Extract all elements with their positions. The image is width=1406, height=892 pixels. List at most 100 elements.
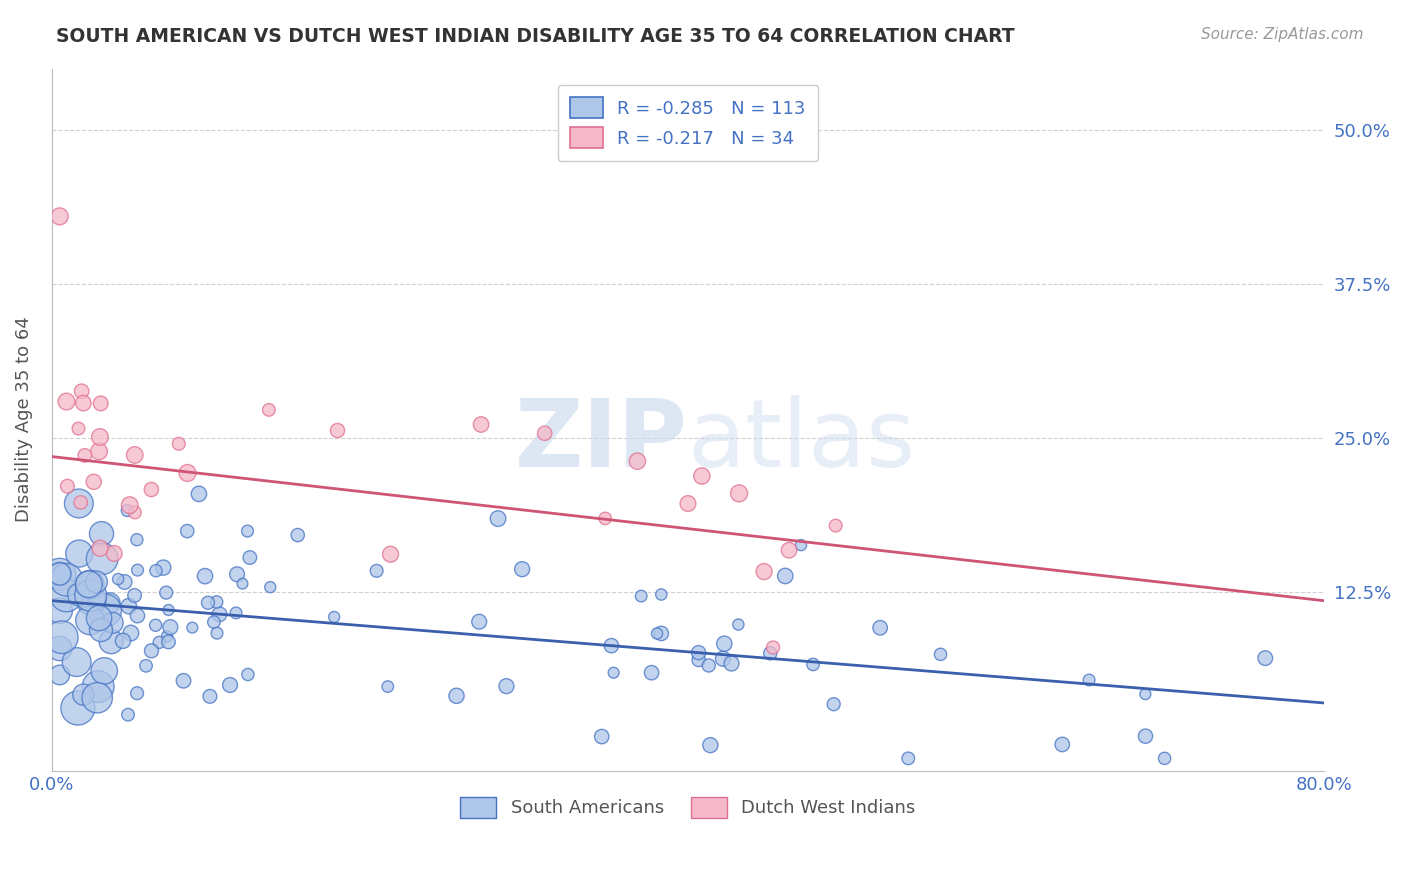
Point xyxy=(593,511,616,525)
Point xyxy=(72,396,94,410)
Point xyxy=(145,564,167,578)
Point xyxy=(727,617,749,632)
Point xyxy=(107,572,129,586)
Point xyxy=(446,689,468,703)
Point xyxy=(202,615,225,629)
Point xyxy=(778,543,800,558)
Point xyxy=(124,505,146,519)
Point xyxy=(87,611,110,625)
Point xyxy=(48,641,70,656)
Point xyxy=(645,626,668,640)
Point xyxy=(1135,687,1157,701)
Point xyxy=(824,518,846,533)
Point xyxy=(155,585,177,599)
Point xyxy=(79,588,101,602)
Point xyxy=(377,680,399,694)
Point xyxy=(801,657,824,672)
Y-axis label: Disability Age 35 to 64: Disability Age 35 to 64 xyxy=(15,317,32,523)
Point xyxy=(1135,729,1157,743)
Point xyxy=(600,639,623,653)
Point xyxy=(67,421,90,435)
Point xyxy=(83,475,105,489)
Point xyxy=(90,623,112,637)
Point xyxy=(231,576,253,591)
Point xyxy=(103,546,125,560)
Point xyxy=(114,574,136,589)
Point xyxy=(173,673,195,688)
Point xyxy=(148,635,170,649)
Point xyxy=(713,637,735,651)
Point xyxy=(48,668,70,682)
Text: ZIP: ZIP xyxy=(515,394,688,487)
Point xyxy=(259,580,281,594)
Point xyxy=(118,599,141,614)
Point xyxy=(790,538,813,552)
Point xyxy=(533,426,555,441)
Point xyxy=(157,635,180,649)
Point xyxy=(176,466,198,480)
Point xyxy=(159,620,181,634)
Point xyxy=(48,566,70,581)
Point xyxy=(70,384,93,399)
Point xyxy=(688,653,710,667)
Point xyxy=(205,626,228,640)
Point xyxy=(152,560,174,574)
Point xyxy=(48,210,70,224)
Point xyxy=(51,630,73,644)
Point xyxy=(66,655,89,669)
Point xyxy=(141,644,163,658)
Point xyxy=(897,751,920,765)
Point xyxy=(48,604,70,618)
Point xyxy=(117,707,139,722)
Point xyxy=(1078,673,1101,687)
Point xyxy=(198,690,221,704)
Point xyxy=(87,444,110,458)
Point xyxy=(79,577,101,591)
Point xyxy=(773,569,796,583)
Point xyxy=(929,648,952,662)
Point xyxy=(67,496,90,510)
Point xyxy=(87,680,110,694)
Point xyxy=(697,658,720,673)
Point xyxy=(225,606,247,620)
Point xyxy=(125,533,148,547)
Point xyxy=(752,565,775,579)
Point xyxy=(510,562,533,576)
Point xyxy=(823,697,845,711)
Point xyxy=(650,587,672,601)
Legend: South Americans, Dutch West Indians: South Americans, Dutch West Indians xyxy=(453,789,922,825)
Point xyxy=(720,657,742,671)
Point xyxy=(640,665,662,680)
Text: atlas: atlas xyxy=(688,394,917,487)
Point xyxy=(470,417,492,432)
Point xyxy=(55,394,77,409)
Point xyxy=(1052,738,1074,752)
Point xyxy=(127,608,149,623)
Point xyxy=(187,487,209,501)
Text: Source: ZipAtlas.com: Source: ZipAtlas.com xyxy=(1201,27,1364,42)
Point xyxy=(91,551,114,566)
Point xyxy=(79,614,101,628)
Point xyxy=(141,483,163,497)
Point xyxy=(56,479,79,493)
Point xyxy=(219,678,242,692)
Point xyxy=(55,573,77,587)
Point xyxy=(1254,651,1277,665)
Point xyxy=(1153,751,1175,765)
Point xyxy=(89,541,111,556)
Point xyxy=(94,603,117,617)
Point xyxy=(98,596,121,610)
Point xyxy=(124,448,146,462)
Point xyxy=(236,667,259,681)
Point xyxy=(118,498,141,512)
Text: SOUTH AMERICAN VS DUTCH WEST INDIAN DISABILITY AGE 35 TO 64 CORRELATION CHART: SOUTH AMERICAN VS DUTCH WEST INDIAN DISA… xyxy=(56,27,1015,45)
Point xyxy=(676,496,699,510)
Point xyxy=(127,563,149,577)
Point xyxy=(728,486,751,500)
Point xyxy=(208,607,231,622)
Point xyxy=(650,626,672,640)
Point xyxy=(197,596,219,610)
Point xyxy=(66,701,89,715)
Point xyxy=(124,589,146,603)
Point xyxy=(688,646,710,660)
